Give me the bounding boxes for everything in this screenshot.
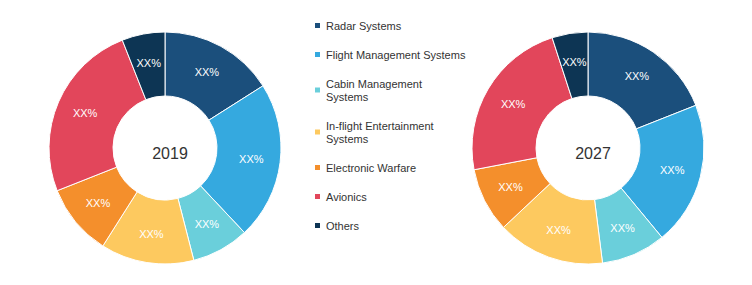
svg-text:Systems: Systems bbox=[326, 91, 369, 103]
svg-text:XX%: XX% bbox=[610, 222, 635, 234]
svg-text:XX%: XX% bbox=[86, 197, 111, 209]
svg-text:XX%: XX% bbox=[562, 56, 587, 68]
svg-text:2027: 2027 bbox=[575, 145, 611, 162]
svg-text:2019: 2019 bbox=[152, 145, 188, 162]
svg-text:XX%: XX% bbox=[136, 57, 161, 69]
svg-text:Systems: Systems bbox=[326, 133, 369, 145]
svg-text:In-flight Entertainment: In-flight Entertainment bbox=[326, 120, 437, 132]
svg-text:XX%: XX% bbox=[498, 181, 523, 193]
svg-text:XX%: XX% bbox=[501, 98, 526, 110]
svg-text:Flight Management Systems: Flight Management Systems bbox=[326, 49, 466, 61]
svg-text:Radar Systems: Radar Systems bbox=[326, 20, 402, 32]
svg-text:Electronic Warfare: Electronic Warfare bbox=[326, 162, 416, 174]
svg-text:XX%: XX% bbox=[625, 70, 650, 82]
svg-text:XX%: XX% bbox=[239, 153, 264, 165]
svg-text:XX%: XX% bbox=[195, 66, 220, 78]
svg-text:Avionics: Avionics bbox=[326, 191, 367, 203]
svg-text:XX%: XX% bbox=[546, 224, 571, 236]
svg-text:Others: Others bbox=[326, 220, 360, 232]
svg-text:XX%: XX% bbox=[139, 228, 164, 240]
svg-text:XX%: XX% bbox=[660, 164, 685, 176]
svg-text:Cabin Management: Cabin Management bbox=[326, 78, 425, 90]
svg-text:XX%: XX% bbox=[195, 218, 220, 230]
svg-text:XX%: XX% bbox=[73, 107, 98, 119]
